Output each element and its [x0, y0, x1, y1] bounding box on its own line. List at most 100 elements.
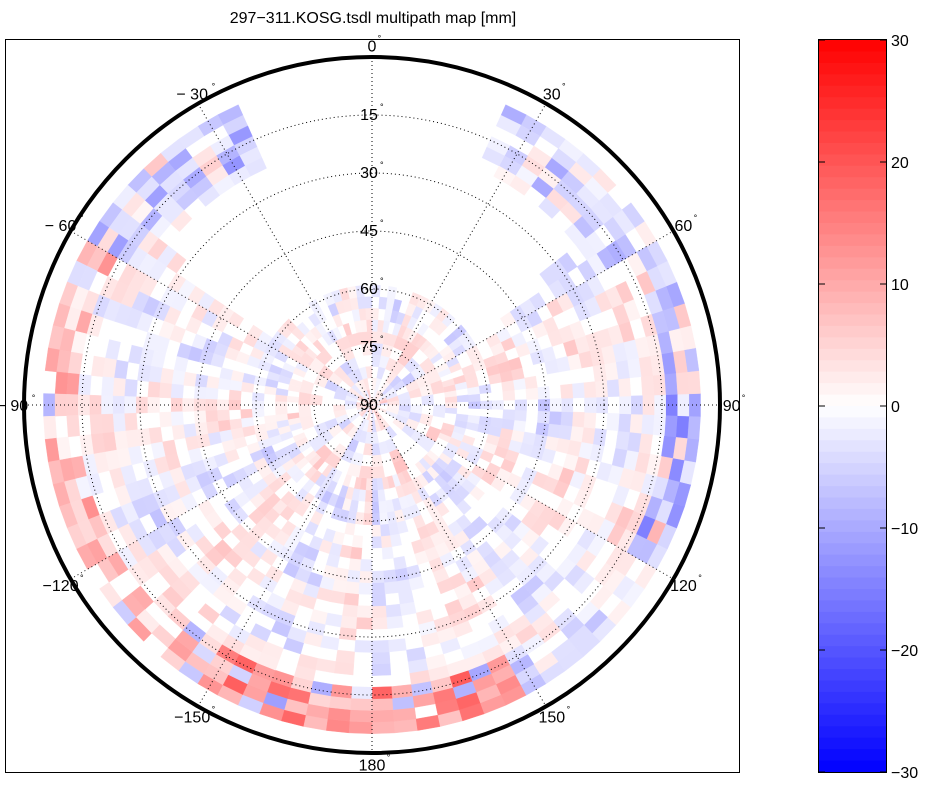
heatmap-cell — [592, 428, 607, 447]
heatmap-cell — [365, 489, 373, 502]
heatmap-cell — [371, 535, 383, 549]
heatmap-cell — [371, 524, 382, 537]
heatmap-cell — [148, 426, 163, 445]
heatmap-cell — [147, 381, 161, 398]
colorbar-band — [819, 726, 886, 739]
degree-mark: ° — [80, 213, 84, 223]
heatmap-cell — [371, 651, 391, 665]
colorbar-band — [819, 406, 886, 419]
heatmap-cell — [340, 615, 358, 629]
heatmap-cell — [365, 478, 373, 491]
heatmap-cell — [345, 580, 360, 595]
heatmap-cell — [360, 559, 373, 572]
colorbar-band — [819, 268, 886, 281]
heatmap-cell — [241, 381, 255, 393]
polar-axis-labels: 0 °− 30 °− 60 °− 90 °−120 °−150 °180 °150 °120 °9… — [0, 33, 746, 774]
heatmap-cell — [343, 592, 360, 606]
heatmap-cell — [653, 394, 666, 416]
heatmap-cell — [535, 422, 550, 437]
chart-title: 297−311.KOSG.tsdl multipath map [mm] — [230, 10, 517, 27]
heatmap-cell — [664, 372, 678, 395]
heatmap-cell — [171, 424, 186, 441]
heatmap-cell — [227, 311, 245, 328]
heatmap-cell — [687, 415, 701, 440]
heatmap-cell — [197, 185, 220, 207]
heatmap-cell — [101, 413, 115, 434]
colorbar-band — [819, 74, 886, 87]
heatmap-cell — [592, 363, 607, 382]
colorbar-band — [819, 165, 886, 178]
heatmap-cell — [66, 415, 80, 438]
degree-mark: ° — [212, 82, 216, 92]
heatmap-cell — [356, 616, 373, 630]
heatmap-cell — [371, 582, 386, 595]
colorbar-band — [819, 394, 886, 407]
heatmap-cell — [112, 395, 125, 415]
heatmap-cell — [688, 393, 701, 417]
heatmap-cell — [583, 381, 597, 398]
colorbar-band — [819, 440, 886, 453]
heatmap-cell — [571, 411, 585, 428]
heatmap-cell — [349, 709, 373, 723]
heatmap-cell — [124, 396, 137, 414]
heatmap-cell — [298, 391, 312, 406]
heatmap-cell — [43, 415, 57, 440]
colorbar-tick-label: −10 — [891, 521, 918, 538]
colorbar-band — [819, 154, 886, 167]
heatmap-cell — [371, 570, 385, 584]
heatmap-cell — [652, 374, 666, 396]
heatmap-cell — [170, 383, 184, 399]
heatmap-cell — [640, 375, 655, 396]
heatmap-cell — [217, 409, 230, 422]
colorbar-band — [819, 120, 886, 133]
heatmap-cell — [371, 640, 390, 653]
heatmap-cell — [456, 394, 469, 403]
colorbar-band — [819, 348, 886, 361]
heatmap-cell — [371, 454, 383, 468]
heatmap-cell — [205, 410, 219, 423]
heatmap-cell — [652, 414, 666, 436]
heatmap-cell — [524, 375, 538, 390]
colorbar-band — [819, 646, 886, 659]
heatmap-cell — [521, 467, 538, 484]
heatmap-cell — [321, 332, 334, 346]
colorbar-band — [819, 749, 886, 762]
colorbar-band — [819, 142, 886, 155]
colorbar-band — [819, 40, 886, 53]
heatmap-cell — [371, 616, 388, 630]
degree-mark: ° — [80, 573, 84, 583]
heatmap-cell — [112, 413, 127, 433]
degree-mark: ° — [698, 573, 702, 583]
heatmap-cell — [383, 569, 398, 583]
colorbar-band — [819, 474, 886, 487]
heatmap-cell — [677, 393, 690, 417]
heatmap-cell — [112, 377, 127, 397]
heatmap-cell — [251, 408, 265, 418]
heatmap-cell — [86, 473, 104, 497]
colorbar-band — [819, 325, 886, 338]
heatmap-cell — [346, 569, 361, 583]
colorbar-band — [819, 611, 886, 624]
heatmap-cell — [558, 424, 573, 441]
elevation-label: 15 — [360, 107, 378, 124]
heatmap-cell — [664, 415, 678, 438]
colorbar-gradient — [819, 40, 886, 773]
heatmap-cell — [193, 410, 207, 424]
heatmap-cell — [358, 582, 373, 595]
heatmap-cell — [393, 556, 407, 570]
colorbar-band — [819, 97, 886, 110]
azimuth-label: 0 — [368, 38, 377, 55]
heatmap-cell — [309, 394, 323, 406]
heatmap-cell — [89, 414, 104, 435]
heatmap-cell — [371, 478, 379, 491]
colorbar-band — [819, 463, 886, 476]
heatmap-cell — [205, 387, 219, 400]
heatmap-cell — [325, 612, 343, 628]
heatmap-cell — [183, 423, 198, 439]
heatmap-cell — [286, 395, 300, 403]
heatmap-cell — [432, 404, 446, 419]
heatmap-cell — [251, 392, 265, 402]
heatmap-cell — [381, 546, 394, 560]
azimuth-label: 90 — [723, 398, 741, 415]
heatmap-cell — [687, 370, 701, 395]
